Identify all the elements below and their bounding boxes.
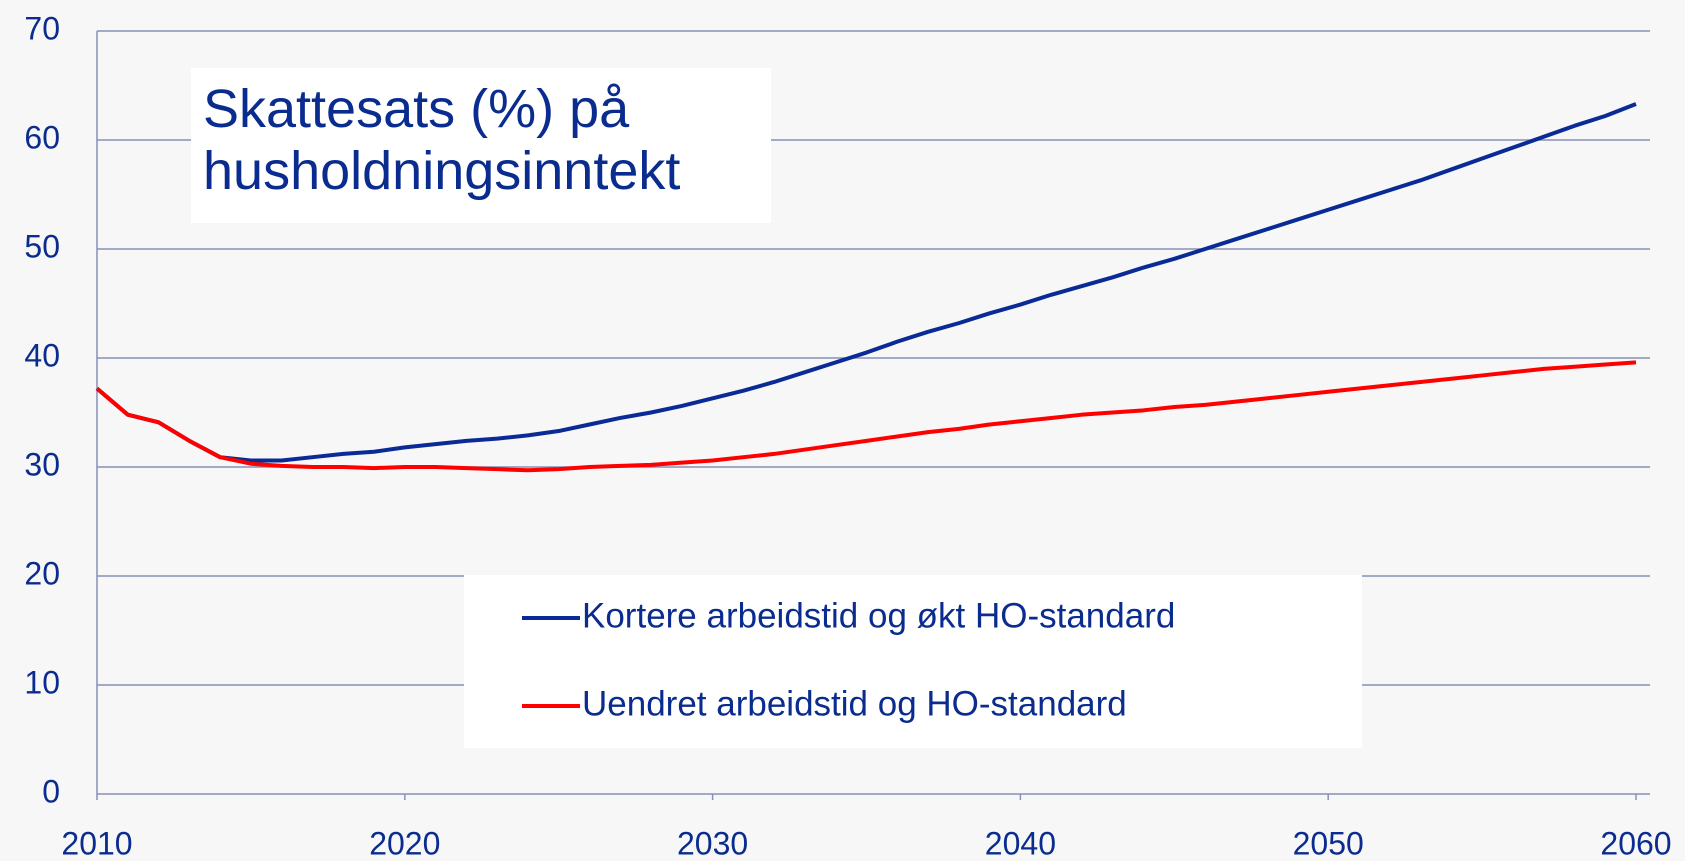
y-tick-label: 20 [24, 555, 60, 591]
x-tick-label: 2040 [985, 825, 1056, 861]
y-tick-label: 50 [24, 228, 60, 264]
y-tick-label: 70 [24, 10, 60, 46]
x-tick-label: 2060 [1600, 825, 1671, 861]
x-tick-label: 2030 [677, 825, 748, 861]
legend-label: Kortere arbeidstid og økt HO-standard [582, 596, 1175, 635]
y-tick-label: 0 [42, 773, 60, 809]
y-tick-label: 30 [24, 446, 60, 482]
x-tick-label: 2010 [61, 825, 132, 861]
y-tick-label: 60 [24, 119, 60, 155]
legend-box [464, 575, 1362, 748]
legend-label: Uendret arbeidstid og HO-standard [582, 684, 1127, 723]
chart-title: Skattesats (%) på husholdningsinntekt [191, 68, 771, 223]
y-tick-label: 40 [24, 337, 60, 373]
x-tick-label: 2050 [1293, 825, 1364, 861]
x-tick-label: 2020 [369, 825, 440, 861]
series-line [95, 102, 1637, 463]
y-tick-label: 10 [24, 664, 60, 700]
series-line [95, 360, 1637, 473]
